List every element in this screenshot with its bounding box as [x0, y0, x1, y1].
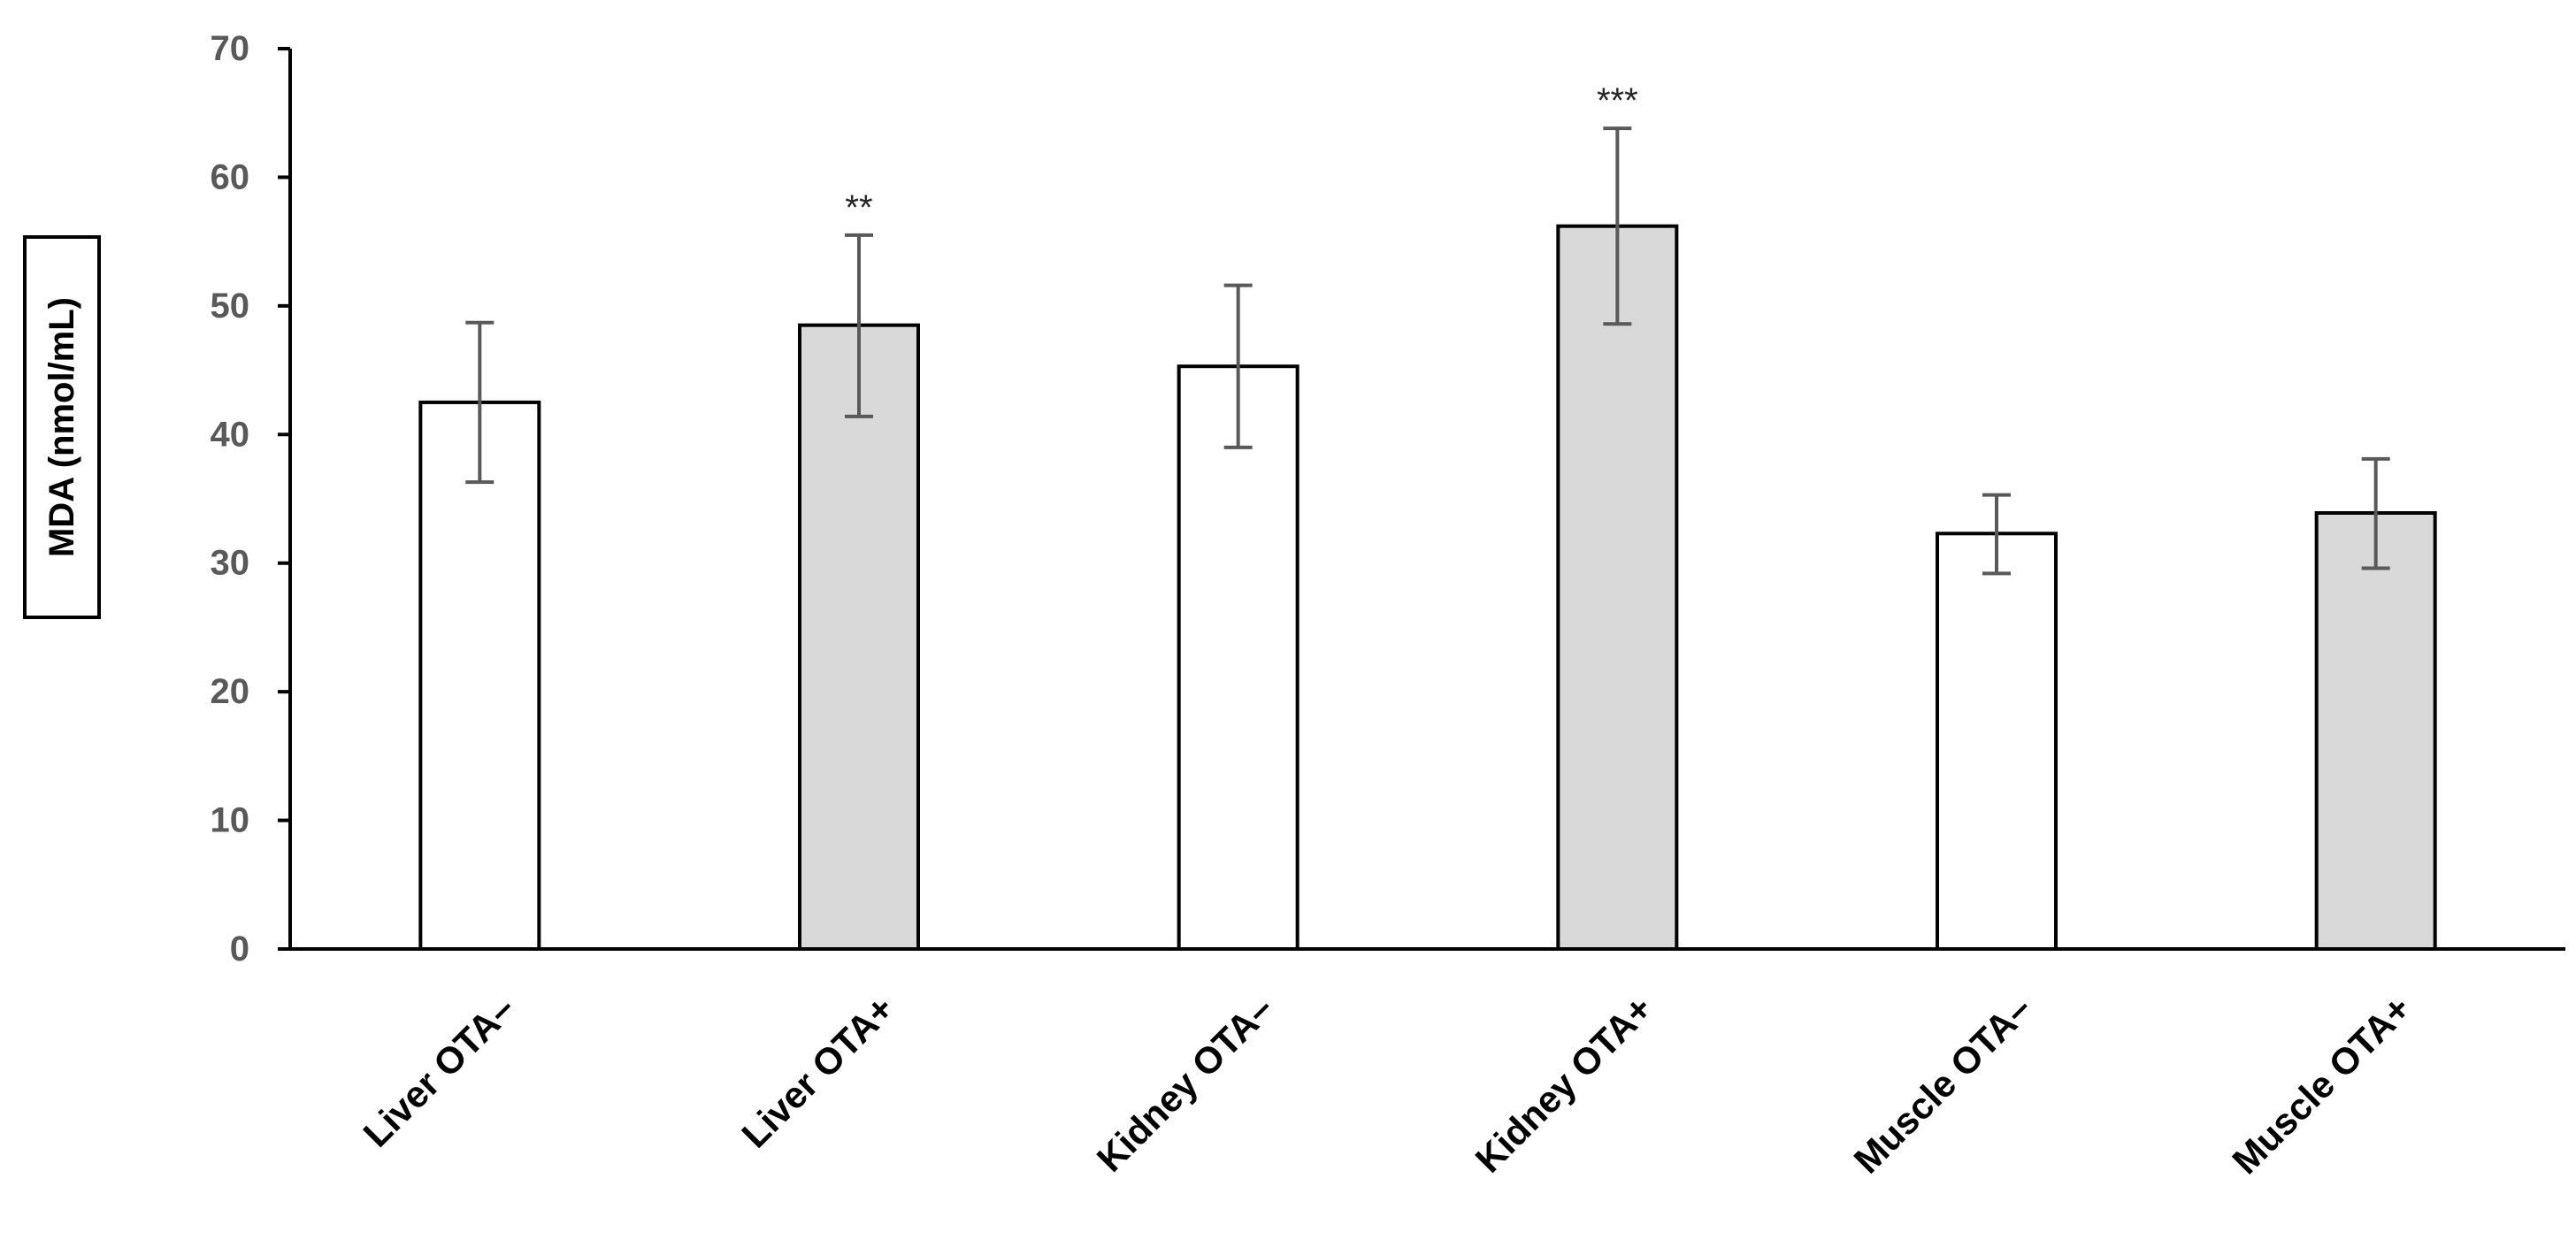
y-axis-label-box [23, 235, 101, 619]
y-tick-label: 60 [211, 157, 250, 196]
error-bar [845, 233, 873, 418]
x-category-label: Muscle OTA– [1845, 987, 2039, 1181]
error-bar [2361, 456, 2390, 570]
x-category-label: Muscle OTA+ [2224, 987, 2419, 1182]
y-tick-label: 30 [211, 544, 250, 583]
bars [418, 224, 2437, 952]
y-tick-label: 10 [211, 801, 250, 840]
y-tick-label: 20 [211, 672, 250, 711]
significance-label: *** [1597, 81, 1638, 120]
x-axis-labels: Liver OTA– Liver OTA+ Kidney OTA– Kidney OT… [355, 987, 2419, 1182]
significance-markers: ***** [845, 81, 1637, 227]
y-tick-label: 0 [230, 930, 249, 968]
y-tick-label: 50 [211, 287, 250, 325]
error-bar [1223, 283, 1253, 449]
y-axis-ticks: 0 10 20 30 40 50 60 70 [211, 29, 290, 968]
x-category-label: Liver OTA– [355, 987, 522, 1154]
y-tick-label: 70 [211, 29, 250, 68]
y-axis-label: MDA (nmol/mL) [42, 297, 81, 557]
bar [1936, 532, 2058, 951]
bar [1556, 224, 1679, 952]
bar [2314, 510, 2437, 951]
x-category-label: Liver OTA+ [733, 987, 901, 1155]
x-category-label: Kidney OTA+ [1468, 987, 1660, 1180]
y-axis-label-group: MDA (nmol/mL) [23, 235, 101, 619]
error-bar [1982, 493, 2011, 576]
bar [798, 323, 920, 951]
y-tick-label: 40 [211, 415, 250, 454]
error-bar [465, 320, 494, 485]
significance-label: ** [845, 188, 872, 227]
bar [418, 400, 541, 951]
x-category-label: Kidney OTA– [1089, 987, 1282, 1180]
bar [1177, 364, 1300, 951]
error-bars [465, 126, 2390, 576]
error-bar [1603, 126, 1632, 326]
